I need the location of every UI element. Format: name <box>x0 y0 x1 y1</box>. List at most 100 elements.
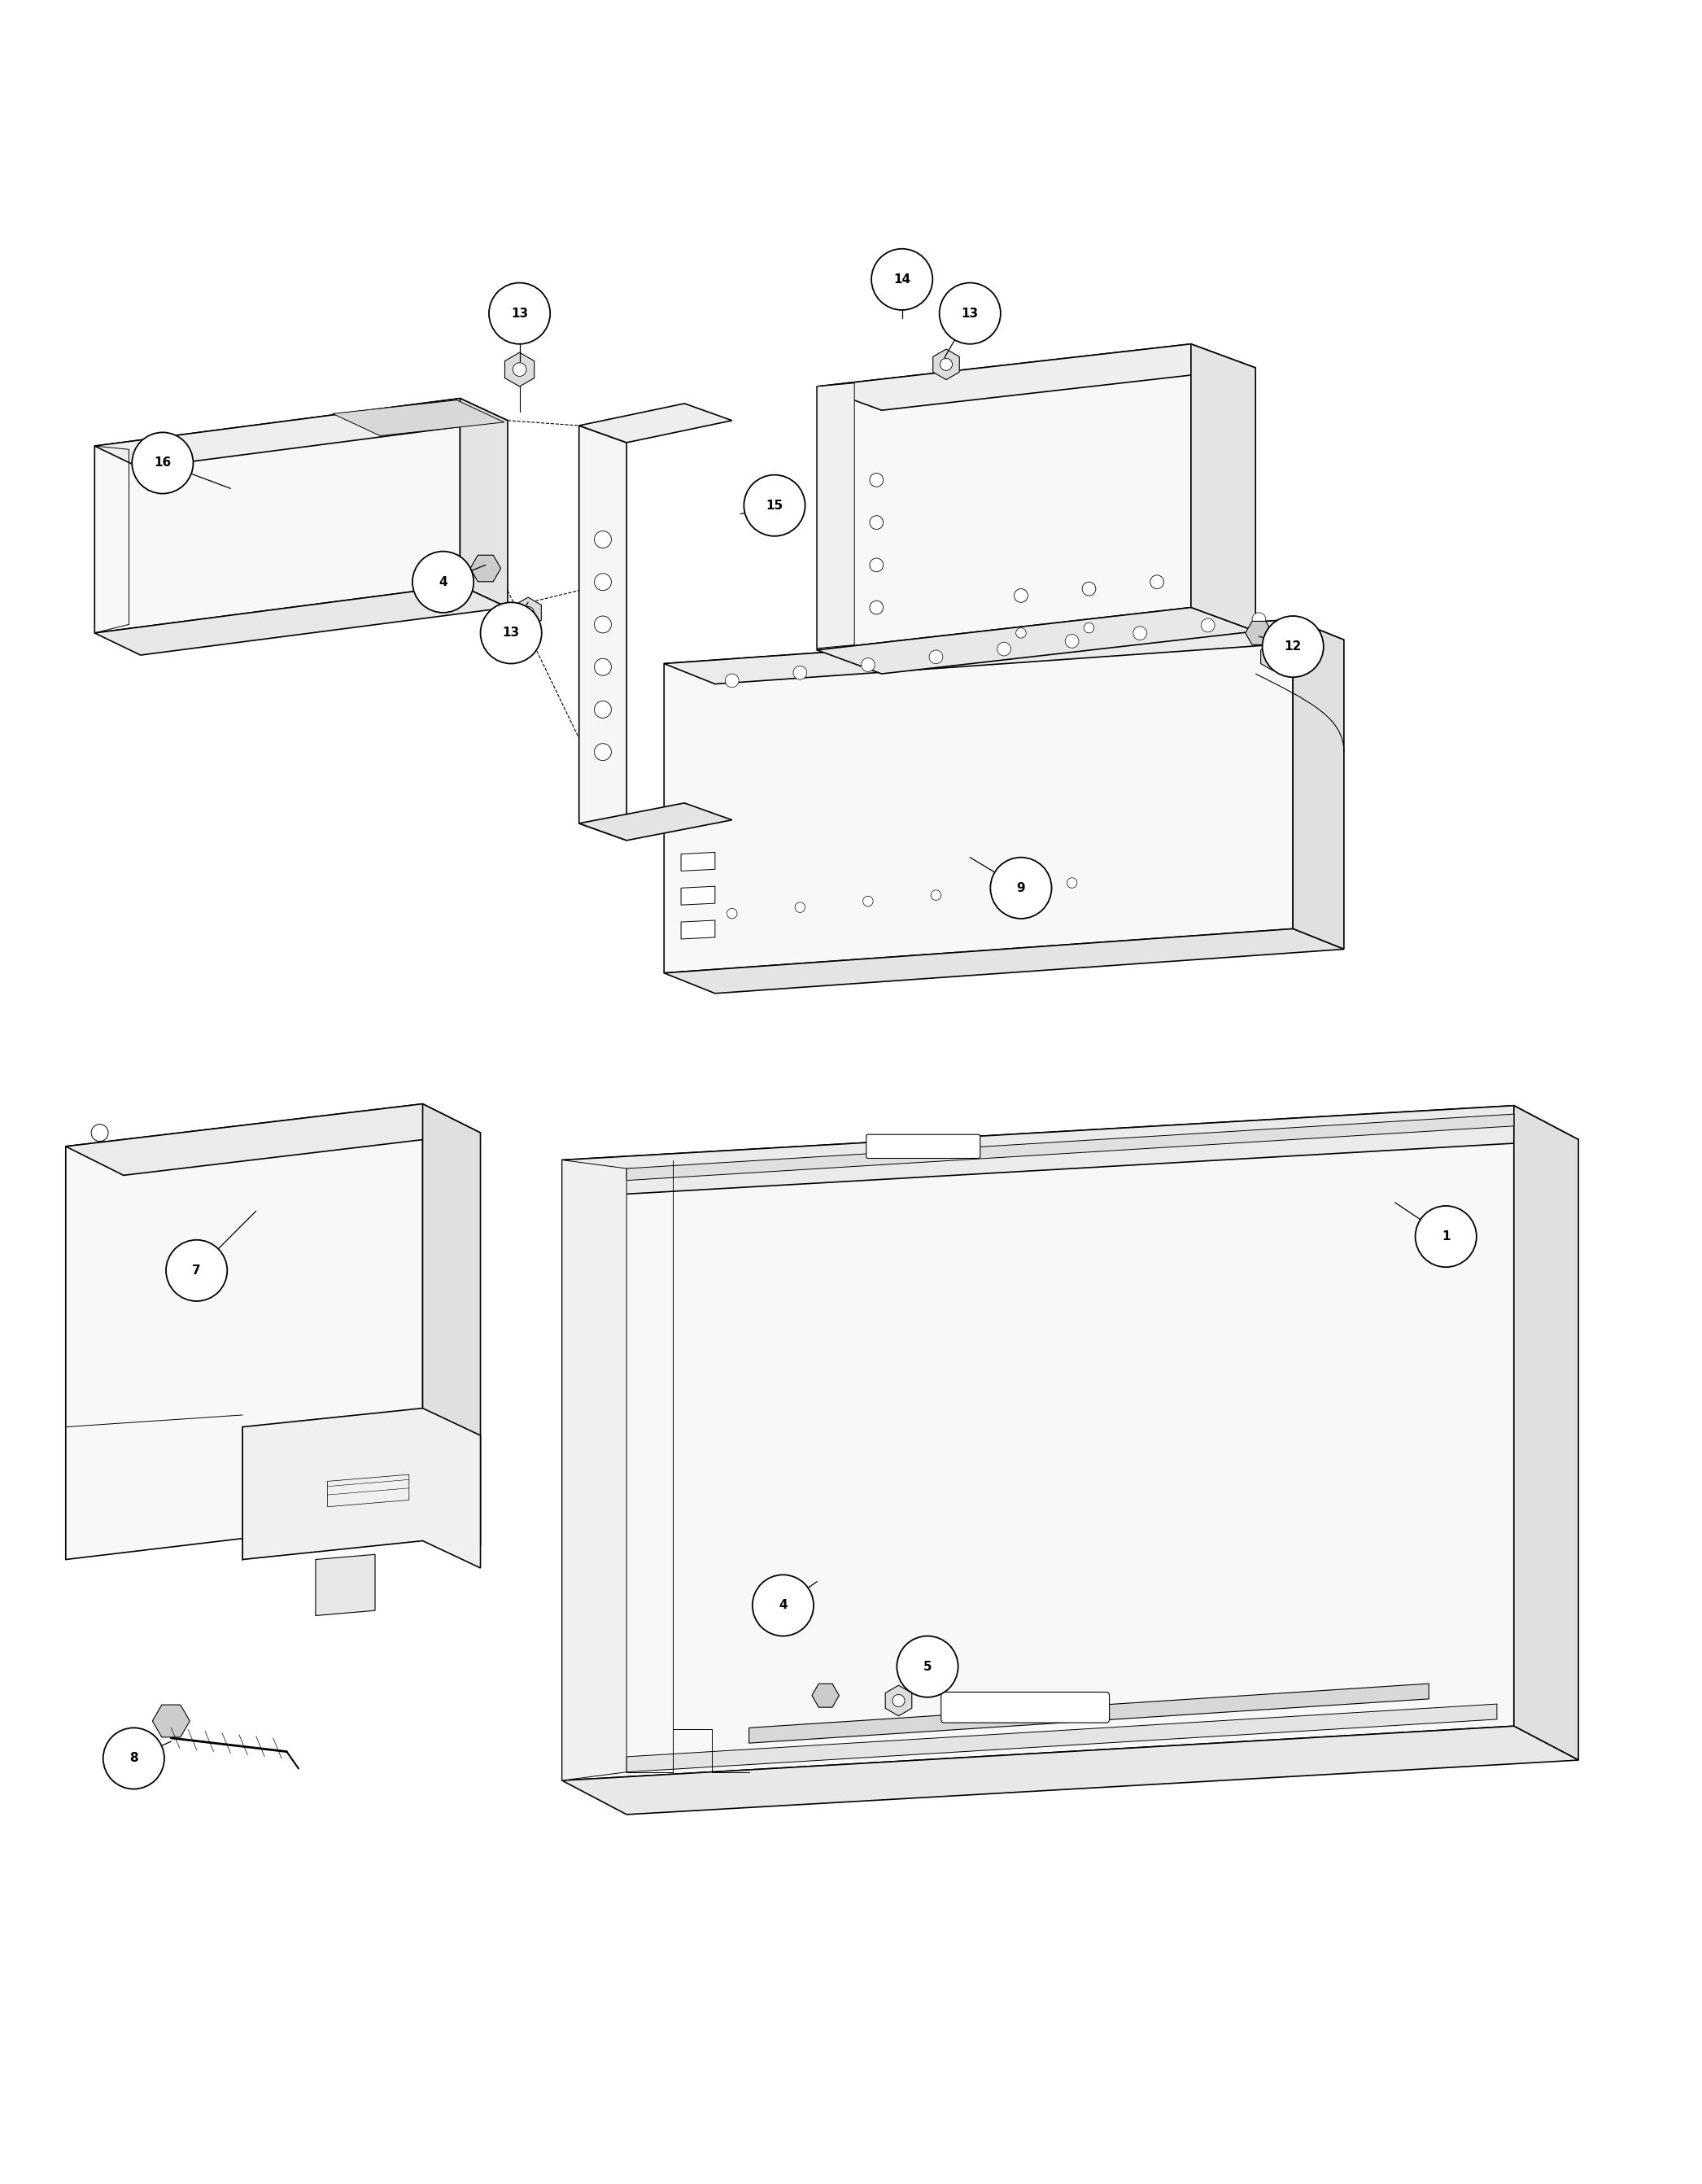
Text: 16: 16 <box>153 456 172 470</box>
Text: 12: 12 <box>1285 640 1302 653</box>
Polygon shape <box>422 1103 480 1546</box>
Polygon shape <box>626 1114 1513 1179</box>
Circle shape <box>1016 627 1026 638</box>
Polygon shape <box>817 607 1256 675</box>
Polygon shape <box>1513 1105 1578 1760</box>
Circle shape <box>861 657 875 673</box>
Circle shape <box>594 616 611 633</box>
Circle shape <box>997 642 1011 655</box>
Circle shape <box>871 249 933 310</box>
Polygon shape <box>66 1103 422 1559</box>
Polygon shape <box>153 1706 191 1736</box>
Circle shape <box>92 1125 109 1142</box>
Text: 1: 1 <box>1442 1230 1450 1243</box>
Circle shape <box>793 666 807 679</box>
Circle shape <box>594 743 611 760</box>
Polygon shape <box>514 596 541 627</box>
FancyBboxPatch shape <box>866 1133 980 1158</box>
Circle shape <box>991 858 1052 919</box>
Circle shape <box>104 1728 165 1789</box>
Polygon shape <box>1294 620 1345 950</box>
Circle shape <box>929 651 943 664</box>
Circle shape <box>1084 622 1094 633</box>
Circle shape <box>1065 633 1079 649</box>
Polygon shape <box>681 887 715 904</box>
Circle shape <box>940 358 953 371</box>
Polygon shape <box>885 1686 912 1717</box>
Text: 4: 4 <box>780 1599 788 1612</box>
Polygon shape <box>242 1409 480 1568</box>
Text: 7: 7 <box>192 1265 201 1278</box>
Text: 13: 13 <box>511 308 528 319</box>
Polygon shape <box>562 1105 1513 1780</box>
Circle shape <box>892 1695 905 1706</box>
Polygon shape <box>562 1725 1578 1815</box>
Text: 15: 15 <box>766 500 783 511</box>
Polygon shape <box>664 620 1294 974</box>
Text: 5: 5 <box>922 1660 931 1673</box>
Polygon shape <box>664 620 1345 684</box>
Circle shape <box>870 515 883 529</box>
Circle shape <box>1067 878 1077 889</box>
Polygon shape <box>315 1555 374 1616</box>
Circle shape <box>1263 616 1324 677</box>
Circle shape <box>523 607 534 618</box>
Polygon shape <box>812 1684 839 1708</box>
Polygon shape <box>933 349 960 380</box>
Polygon shape <box>332 400 504 437</box>
Circle shape <box>940 282 1001 345</box>
Circle shape <box>594 701 611 719</box>
Circle shape <box>512 363 526 376</box>
Text: 4: 4 <box>439 577 448 587</box>
Circle shape <box>1266 651 1278 662</box>
Polygon shape <box>579 804 732 841</box>
Text: 9: 9 <box>1016 882 1025 893</box>
Circle shape <box>594 574 611 590</box>
Circle shape <box>1202 618 1215 631</box>
Circle shape <box>1134 627 1147 640</box>
Polygon shape <box>681 919 715 939</box>
Polygon shape <box>505 352 534 387</box>
Polygon shape <box>562 1105 1578 1195</box>
Polygon shape <box>66 1103 480 1175</box>
Circle shape <box>1253 612 1266 627</box>
FancyBboxPatch shape <box>941 1693 1110 1723</box>
Text: 8: 8 <box>129 1752 138 1765</box>
Circle shape <box>725 675 739 688</box>
Circle shape <box>480 603 541 664</box>
Polygon shape <box>460 397 507 607</box>
Circle shape <box>870 559 883 572</box>
Circle shape <box>931 891 941 900</box>
Circle shape <box>1416 1206 1477 1267</box>
Circle shape <box>594 660 611 675</box>
Circle shape <box>1151 574 1164 590</box>
Circle shape <box>870 601 883 614</box>
Polygon shape <box>327 1474 408 1507</box>
Circle shape <box>870 474 883 487</box>
Circle shape <box>897 1636 958 1697</box>
Circle shape <box>1082 581 1096 596</box>
Circle shape <box>412 550 473 612</box>
Text: 14: 14 <box>894 273 911 286</box>
Text: 13: 13 <box>502 627 519 640</box>
Circle shape <box>133 432 194 494</box>
Polygon shape <box>817 382 854 649</box>
Polygon shape <box>95 397 507 467</box>
Polygon shape <box>95 397 460 633</box>
Circle shape <box>999 885 1009 893</box>
Circle shape <box>1014 590 1028 603</box>
Polygon shape <box>817 345 1256 411</box>
Polygon shape <box>95 585 507 655</box>
Polygon shape <box>470 555 500 581</box>
Circle shape <box>795 902 805 913</box>
Polygon shape <box>562 1160 626 1780</box>
Polygon shape <box>579 426 626 841</box>
Polygon shape <box>579 404 732 443</box>
Polygon shape <box>1246 620 1273 644</box>
Polygon shape <box>1261 644 1285 670</box>
Circle shape <box>167 1241 226 1302</box>
Polygon shape <box>749 1684 1430 1743</box>
Polygon shape <box>817 345 1191 651</box>
Polygon shape <box>626 1704 1496 1771</box>
Circle shape <box>752 1575 814 1636</box>
